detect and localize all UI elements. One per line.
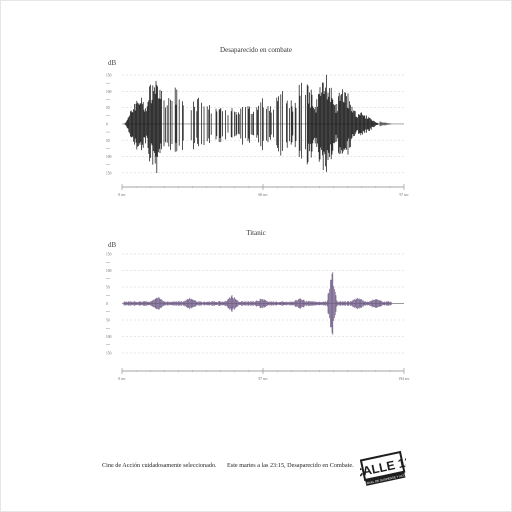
waveform-titanic <box>123 272 392 335</box>
y-tick-label: 100 <box>106 90 112 94</box>
y-tick-label: 150 <box>106 253 112 257</box>
y-tick-label: 50 <box>106 319 110 323</box>
y-tick-label: 100 <box>106 155 112 159</box>
y-tick-label: 100 <box>106 335 112 339</box>
y-tick-label: 0 <box>106 302 108 306</box>
x-tick-label: 194 sec <box>399 377 410 381</box>
x-tick-label: 0 sec <box>118 193 126 197</box>
x-tick-label: 97 sec <box>258 377 267 381</box>
calle13-logo: CALLE 13 EL CANAL DE SUSPENSE Y ACCIÓN <box>353 447 413 489</box>
y-tick-label: 100 <box>106 269 112 273</box>
y-tick-label: 50 <box>106 139 110 143</box>
y-tick-label: 150 <box>106 171 112 175</box>
chart-title: Desaparecido en combate <box>220 46 292 54</box>
y-tick-label: 150 <box>106 352 112 356</box>
y-axis-label: dB <box>108 59 117 67</box>
y-tick-label: 0 <box>106 123 108 127</box>
x-tick-label: 97 sec <box>399 193 408 197</box>
y-tick-label: 50 <box>106 106 110 110</box>
x-tick-label: 0 sec <box>118 377 126 381</box>
footer-tagline: Cine de Acción cuidadosamente selecciona… <box>102 462 217 469</box>
footer-announcement: Este martes a las 23:15, Desaparecido en… <box>227 462 354 469</box>
waveform-desaparecido <box>124 74 392 174</box>
y-tick-label: 50 <box>106 286 110 290</box>
x-tick-label: 60 sec <box>258 193 267 197</box>
y-tick-label: 150 <box>106 74 112 78</box>
chart-title: Titanic <box>246 229 266 237</box>
logo-icon: CALLE 13 EL CANAL DE SUSPENSE Y ACCIÓN <box>353 450 413 487</box>
y-axis-label: dB <box>108 241 117 249</box>
